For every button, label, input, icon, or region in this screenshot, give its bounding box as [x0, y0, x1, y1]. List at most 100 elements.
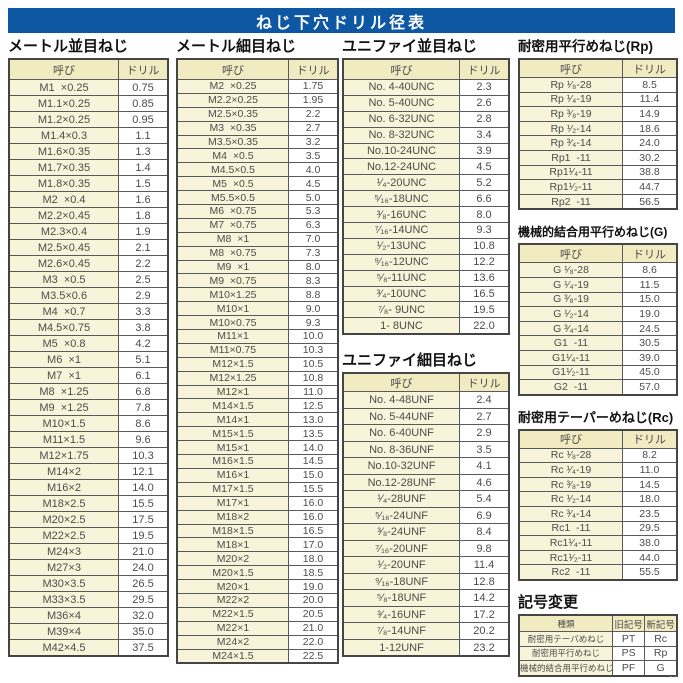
table-cell: 1.5 [118, 175, 169, 192]
table-cell: M16×1.5 [176, 454, 289, 469]
table-cell: 4.5 [288, 176, 339, 192]
table-cell: ⁵⁄₁₆-18UNC [342, 190, 460, 208]
table-cell: Rc2 -11 [518, 564, 623, 581]
table-cell: M16×2 [8, 479, 119, 496]
table-cell: M14×2 [8, 463, 119, 480]
table-cell: No.10-24UNC [342, 142, 460, 160]
table-cell: 1-12UNF [342, 638, 460, 657]
table-cell: M36×4 [8, 607, 119, 624]
table-cell: Rc ¹⁄₂-14 [518, 491, 623, 508]
table-row: M20×2 18.0 [176, 551, 339, 567]
table-cell: M27×3 [8, 559, 119, 576]
table-row: M1.7×0.35 1.4 [8, 159, 169, 176]
table-cell: M24×3 [8, 543, 119, 560]
table-row: ³⁄₄-16UNF 17.2 [342, 605, 510, 624]
table-row: M8 ×1 7.0 [176, 231, 339, 247]
table-cell: ¹⁄₄-28UNF [342, 490, 460, 508]
table-row: No. 4-48UNF 2.4 [342, 391, 510, 409]
table-cell: Rp ³⁄₈-19 [518, 106, 623, 122]
table-cell: ¹⁄₂-20UNF [342, 556, 460, 574]
table-row: M9 ×0.75 8.3 [176, 273, 339, 289]
column-header: 呼び [8, 58, 119, 80]
table-cell: M39×4 [8, 623, 119, 640]
table-row: M24×1.5 22.5 [176, 648, 339, 664]
table-cell: M5 ×0.5 [176, 176, 289, 192]
table-row: No. 6-40UNF 2.9 [342, 424, 510, 442]
table-row: M2 ×0.25 1.75 [176, 79, 339, 94]
table-cell: ⁷⁄₁₆-14UNC [342, 222, 460, 239]
table-cell: 15.0 [622, 291, 678, 308]
table-row: M4 ×0.5 3.5 [176, 148, 339, 164]
table-cell: M20×2.5 [8, 511, 119, 528]
table-cell: 38.8 [622, 164, 678, 181]
table-cell: 2.7 [459, 407, 510, 426]
table-row: M24×3 21.0 [8, 543, 169, 560]
table-cell: 2.1 [118, 239, 169, 256]
table-cell: 10.0 [288, 329, 339, 344]
table-row: M10×1 9.0 [176, 301, 339, 317]
table-row: ¹⁄₂-13UNC 10.8 [342, 237, 510, 255]
column-header: 呼び [176, 58, 289, 80]
table-cell: ³⁄₈-16UNC [342, 206, 460, 224]
unified-coarse-title: ユニファイ並目ねじ [342, 38, 478, 55]
table-row: Rp1¹⁄₄-11 38.8 [518, 164, 678, 181]
table-cell: M14×1 [176, 412, 289, 428]
table-row: ³⁄₈-24UNF 8.4 [342, 523, 510, 541]
table-cell: 8.6 [118, 415, 169, 432]
table-cell: ¹⁄₂-13UNC [342, 237, 460, 255]
table-row: M11×1 10.0 [176, 329, 339, 344]
column-header: 呼び [518, 58, 623, 78]
table-row: M16×1 15.0 [176, 467, 339, 483]
table-cell: M22×2 [176, 592, 289, 608]
table-cell: 2.6 [459, 94, 510, 112]
table-cell: 24.0 [622, 135, 678, 151]
table-cell: G ³⁄₈-19 [518, 291, 623, 308]
table-row: M12×1.75 10.3 [8, 447, 169, 464]
table-cell: M10×1.25 [176, 287, 289, 303]
table-cell: 20.2 [459, 622, 510, 640]
table-cell: 13.5 [288, 426, 339, 442]
table-row: M1.2×0.25 0.95 [8, 111, 169, 128]
table-row: M16×1.5 14.5 [176, 454, 339, 469]
unified-fine-title: ユニファイ細目ねじ [342, 352, 478, 370]
table-cell: M12×1.75 [8, 447, 119, 464]
table-row: Rp ³⁄₄-14 24.0 [518, 135, 678, 151]
table-cell: M4.5×0.75 [8, 319, 119, 336]
table-cell: 7.8 [118, 399, 169, 416]
table-cell: 3.4 [459, 126, 510, 144]
table-row: M1.4×0.3 1.1 [8, 127, 169, 144]
table-cell: M22×1.5 [176, 606, 289, 622]
table-row: M20×1.5 18.5 [176, 565, 339, 581]
g-title: 機械的結合用平行めねじ(G) [518, 225, 668, 240]
metric-coarse-section: メートル並目ねじ 呼び ドリル M1 ×0.25 0.75 M1.1×0.25 0.85… [8, 36, 169, 657]
table-cell: 29.5 [622, 520, 678, 537]
column-header: ドリル [622, 429, 678, 449]
table-row: Rc ¹⁄₂-14 18.0 [518, 491, 678, 508]
table-row: G ¹⁄₈-28 8.6 [518, 262, 678, 278]
column-header: ドリル [288, 58, 339, 80]
table-row: ⁵⁄₁₆-18UNC 6.6 [342, 190, 510, 208]
table-cell: G ¹⁄₄-19 [518, 276, 623, 293]
header-row: 呼び ドリル [342, 372, 510, 393]
table-cell: 57.0 [622, 379, 678, 396]
table-cell: 5.0 [288, 190, 339, 206]
table-row: M22×2.5 19.5 [8, 527, 169, 544]
table-cell: M30×3.5 [8, 575, 119, 592]
table-cell: PT [611, 631, 646, 647]
table-cell: No. 5-40UNC [342, 94, 460, 112]
table-row: ⁵⁄₈-11UNC 13.6 [342, 269, 510, 287]
unified-coarse-table: 呼び ドリル No. 4-40UNC 2.3 No. 5-40UNC 2.6 No. 6-… [342, 58, 510, 336]
table-row: M12×1.5 10.5 [176, 356, 339, 372]
table-cell: M17×1 [176, 495, 289, 511]
table-cell: No. 8-36UNF [342, 440, 460, 459]
table-cell: M8 ×1.25 [8, 383, 119, 400]
table-cell: 17.2 [459, 605, 510, 624]
column-header: 呼び [342, 58, 460, 80]
table-cell: 18.6 [622, 120, 678, 137]
table-row: Rc ¹⁄₄-19 11.0 [518, 462, 678, 478]
table-cell: 16.5 [288, 523, 339, 539]
header-row: 呼び ドリル [176, 58, 339, 80]
table-cell: M18×1.5 [176, 523, 289, 539]
table-cell: ⁵⁄₈-11UNC [342, 269, 460, 287]
table-row: Rp ¹⁄₄-19 11.4 [518, 91, 678, 108]
